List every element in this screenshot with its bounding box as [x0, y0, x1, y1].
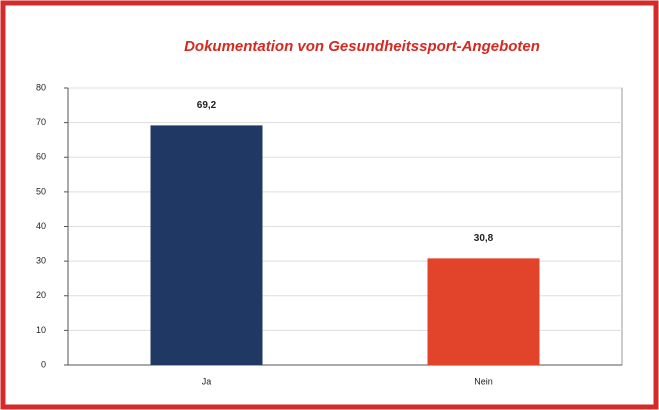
y-tick-label: 10 — [36, 325, 46, 335]
y-tick-label: 20 — [36, 290, 46, 300]
value-label: 30,8 — [474, 233, 494, 244]
bar — [427, 258, 540, 365]
x-tick-label: Nein — [474, 376, 493, 386]
bar — [150, 125, 263, 366]
y-tick-label: 80 — [36, 82, 46, 92]
y-tick-label: 50 — [36, 186, 46, 196]
x-tick-label: Ja — [202, 376, 212, 386]
y-tick-label: 70 — [36, 117, 46, 127]
y-tick-label: 30 — [36, 256, 46, 266]
value-label: 69,2 — [197, 100, 217, 111]
chart-title: Dokumentation von Gesundheitssport-Angeb… — [184, 38, 540, 55]
y-tick-label: 60 — [36, 152, 46, 162]
y-tick-label: 0 — [41, 359, 46, 369]
y-tick-label: 40 — [36, 221, 46, 231]
